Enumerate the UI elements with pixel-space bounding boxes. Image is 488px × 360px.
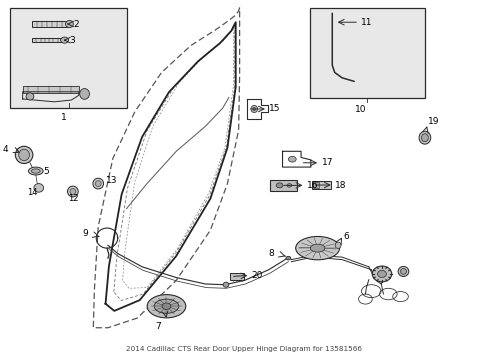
Bar [313,182,319,188]
Ellipse shape [162,303,170,310]
Bar [229,273,243,280]
Ellipse shape [400,269,406,274]
Text: 6: 6 [343,232,348,241]
Text: 17: 17 [321,158,332,167]
Ellipse shape [93,178,103,189]
Ellipse shape [28,167,43,175]
Ellipse shape [310,244,325,252]
Ellipse shape [286,184,291,187]
Ellipse shape [295,237,339,260]
Text: 4: 4 [3,145,8,154]
Text: 16: 16 [306,181,318,190]
Bar [311,181,330,189]
Ellipse shape [61,37,68,43]
Text: 2014 Cadillac CTS Rear Door Upper Hinge Diagram for 13581566: 2014 Cadillac CTS Rear Door Upper Hinge … [126,346,362,352]
Ellipse shape [371,266,391,282]
Text: 1: 1 [61,113,67,122]
Text: 13: 13 [105,176,117,185]
Ellipse shape [80,89,89,99]
Ellipse shape [397,266,408,276]
Ellipse shape [95,181,101,186]
Bar [269,180,297,191]
Text: 14: 14 [27,188,38,197]
Ellipse shape [334,242,340,248]
Text: 9: 9 [82,229,88,238]
Ellipse shape [154,299,179,313]
Ellipse shape [421,134,427,141]
Ellipse shape [67,186,78,197]
Bar [32,38,62,42]
Ellipse shape [252,108,255,111]
Ellipse shape [223,282,228,287]
Text: 2: 2 [73,19,79,28]
Bar [310,8,424,98]
Ellipse shape [285,256,290,260]
Ellipse shape [70,189,76,194]
Bar [32,21,67,27]
Ellipse shape [26,93,34,100]
Text: 8: 8 [267,249,273,258]
Ellipse shape [276,183,283,188]
Text: 18: 18 [334,180,346,189]
Text: 12: 12 [67,194,78,203]
Bar [22,86,79,93]
Text: 5: 5 [43,167,49,176]
Text: 15: 15 [269,104,280,113]
Text: 19: 19 [427,117,438,126]
Ellipse shape [65,21,73,28]
Ellipse shape [31,169,40,173]
Text: 7: 7 [155,321,160,330]
Bar [10,8,127,108]
Ellipse shape [19,149,29,161]
Ellipse shape [15,146,33,163]
Text: 3: 3 [69,36,75,45]
Text: 20: 20 [251,271,263,280]
Ellipse shape [418,131,430,144]
Ellipse shape [147,294,185,318]
Text: 11: 11 [360,18,371,27]
Ellipse shape [34,184,43,192]
Ellipse shape [250,105,257,113]
Ellipse shape [377,270,386,278]
Ellipse shape [288,156,296,162]
Text: 10: 10 [354,105,366,114]
